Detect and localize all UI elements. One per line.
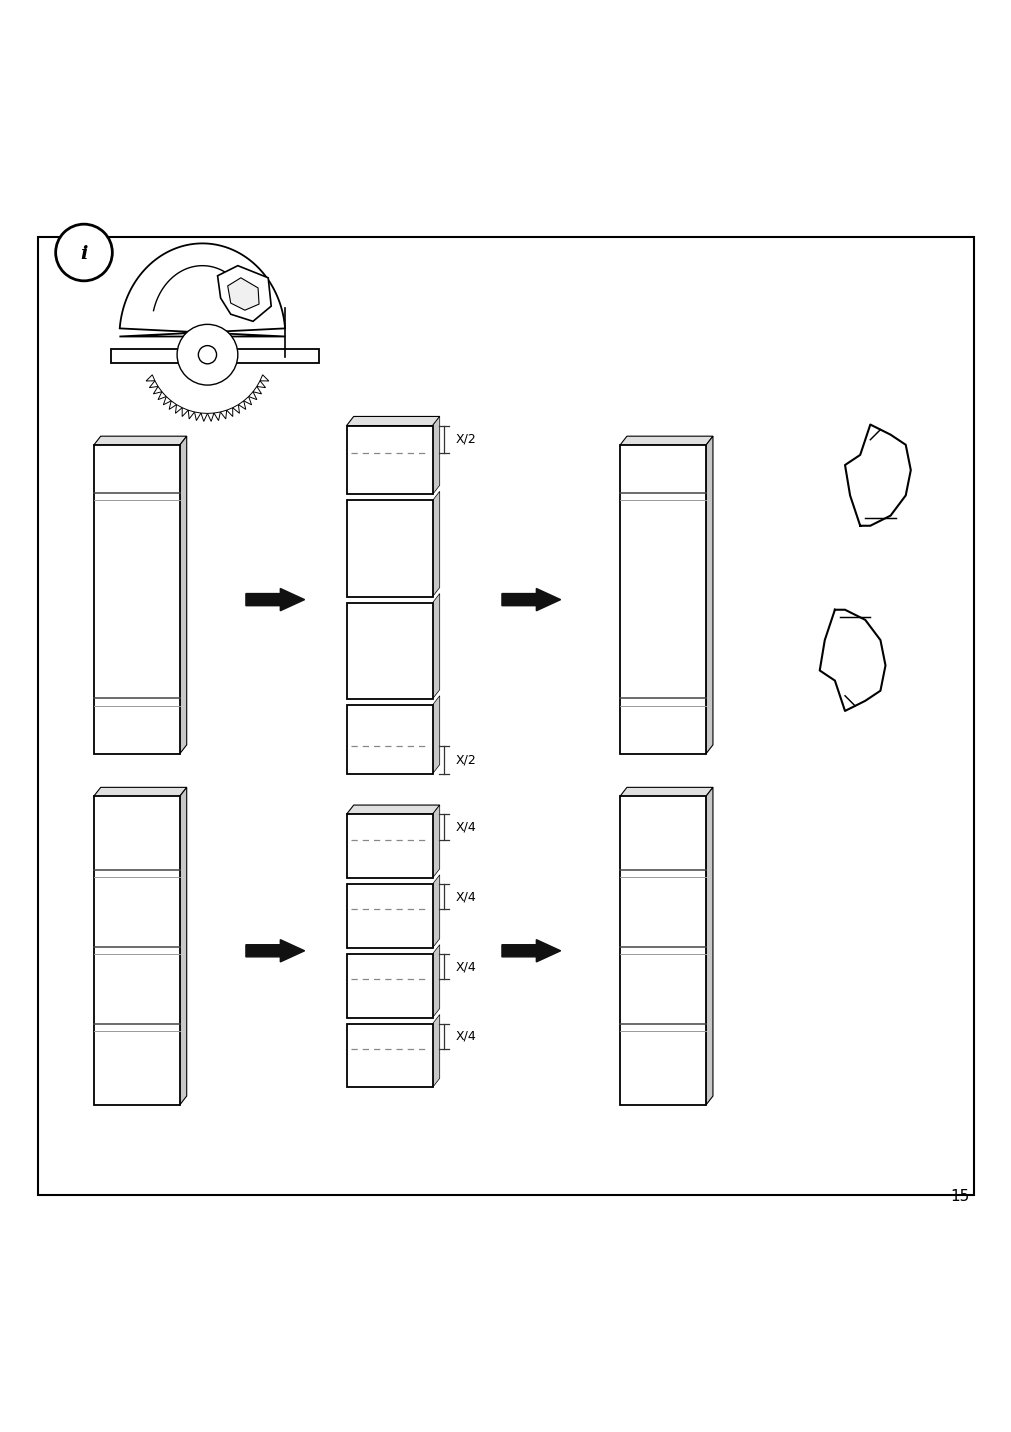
Polygon shape bbox=[213, 412, 220, 421]
Polygon shape bbox=[93, 437, 186, 445]
Polygon shape bbox=[253, 387, 261, 394]
Polygon shape bbox=[432, 593, 439, 699]
Text: X/4: X/4 bbox=[455, 891, 476, 904]
Polygon shape bbox=[346, 417, 439, 425]
Text: X/4: X/4 bbox=[455, 1030, 476, 1042]
Polygon shape bbox=[619, 788, 712, 796]
Bar bbox=[93, 796, 179, 1106]
Polygon shape bbox=[432, 491, 439, 597]
Circle shape bbox=[177, 325, 238, 385]
Bar bbox=[346, 705, 433, 773]
Polygon shape bbox=[619, 437, 712, 445]
Polygon shape bbox=[432, 875, 439, 948]
Bar bbox=[346, 603, 433, 699]
Polygon shape bbox=[244, 397, 252, 405]
Polygon shape bbox=[194, 412, 201, 421]
Bar bbox=[346, 425, 433, 494]
Text: X/2: X/2 bbox=[455, 432, 476, 445]
Bar bbox=[346, 500, 433, 597]
Polygon shape bbox=[432, 805, 439, 878]
Polygon shape bbox=[220, 410, 226, 420]
Polygon shape bbox=[706, 788, 712, 1106]
Polygon shape bbox=[257, 381, 265, 388]
Bar bbox=[346, 954, 433, 1018]
Polygon shape bbox=[226, 408, 233, 417]
Polygon shape bbox=[217, 266, 271, 321]
Polygon shape bbox=[432, 945, 439, 1018]
Polygon shape bbox=[432, 1014, 439, 1087]
Text: X/2: X/2 bbox=[455, 753, 476, 766]
Bar bbox=[619, 796, 706, 1106]
Polygon shape bbox=[150, 381, 158, 388]
FancyArrow shape bbox=[501, 589, 560, 611]
Polygon shape bbox=[233, 405, 240, 414]
Polygon shape bbox=[432, 696, 439, 773]
Text: X/4: X/4 bbox=[455, 959, 476, 974]
Polygon shape bbox=[239, 401, 246, 410]
Text: i: i bbox=[80, 245, 88, 262]
FancyArrow shape bbox=[501, 939, 560, 962]
Bar bbox=[346, 884, 433, 948]
Polygon shape bbox=[201, 412, 207, 421]
Polygon shape bbox=[188, 410, 194, 420]
Polygon shape bbox=[346, 805, 439, 815]
Bar bbox=[93, 445, 179, 755]
Circle shape bbox=[198, 345, 216, 364]
Polygon shape bbox=[154, 387, 162, 394]
Polygon shape bbox=[163, 397, 171, 405]
Polygon shape bbox=[227, 278, 259, 311]
Text: X/4: X/4 bbox=[455, 821, 476, 833]
Bar bbox=[346, 815, 433, 878]
Polygon shape bbox=[175, 405, 182, 414]
Polygon shape bbox=[207, 412, 213, 421]
Polygon shape bbox=[180, 437, 186, 755]
Polygon shape bbox=[119, 243, 285, 337]
Bar bbox=[619, 445, 706, 755]
Polygon shape bbox=[93, 788, 186, 796]
FancyArrow shape bbox=[246, 939, 304, 962]
Text: 15: 15 bbox=[949, 1189, 969, 1204]
Polygon shape bbox=[180, 788, 186, 1106]
Circle shape bbox=[56, 225, 112, 281]
Polygon shape bbox=[182, 408, 188, 417]
Polygon shape bbox=[260, 375, 269, 381]
Polygon shape bbox=[146, 375, 155, 381]
Polygon shape bbox=[249, 392, 257, 400]
Bar bbox=[111, 348, 318, 362]
Polygon shape bbox=[158, 392, 166, 400]
Polygon shape bbox=[169, 401, 176, 410]
Bar bbox=[346, 1024, 433, 1087]
Polygon shape bbox=[706, 437, 712, 755]
FancyArrow shape bbox=[246, 589, 304, 611]
Polygon shape bbox=[432, 417, 439, 494]
